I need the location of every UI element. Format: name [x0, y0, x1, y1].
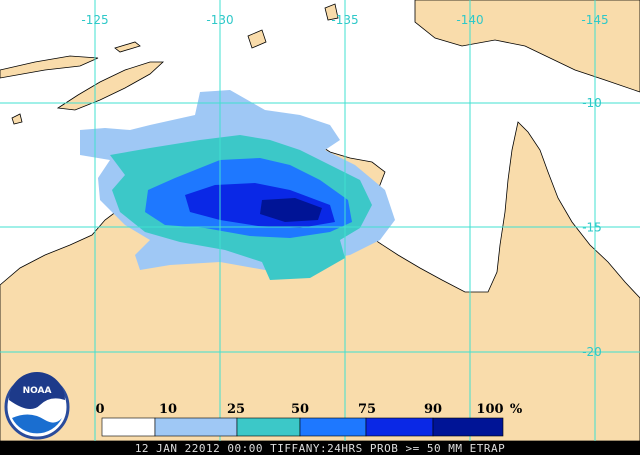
legend-label: 0: [95, 402, 104, 417]
legend-label: 50: [291, 402, 309, 417]
latitude-labels: -10 -15 -20: [582, 96, 602, 359]
longitude-labels: -125 -130 -135 -140 -145: [81, 13, 608, 27]
footer-bar: [0, 441, 640, 455]
noaa-logo: NOAA: [4, 372, 70, 440]
legend-label: 90: [424, 402, 442, 417]
latitude-label: -20: [582, 345, 602, 359]
logo-sky: [9, 372, 65, 409]
graticule: [0, 0, 640, 441]
legend-label: 75: [358, 402, 376, 417]
logo-sea: [12, 414, 62, 434]
longitude-label: -130: [206, 13, 233, 27]
longitude-label: -135: [331, 13, 358, 27]
new-guinea: [414, 0, 640, 93]
legend-swatch: [432, 417, 504, 437]
island: [324, 3, 339, 21]
latitude-label: -15: [582, 221, 602, 235]
legend-swatch: [365, 417, 434, 437]
island: [247, 29, 267, 49]
precip-90: [260, 198, 322, 222]
longitude-label: -140: [456, 13, 483, 27]
legend-label: 25: [227, 402, 245, 417]
islands: [0, 55, 99, 79]
longitude-label: -125: [81, 13, 108, 27]
island: [114, 41, 141, 53]
footer-text: 12 JAN 22012 00:00 TIFFANY:24HRS PROB >=…: [135, 442, 505, 455]
legend-label: 10: [159, 402, 177, 417]
legend-swatch: [101, 417, 156, 437]
legend-unit: %: [510, 402, 523, 417]
legend: 0 10 25 50 75 90 100%: [95, 402, 523, 437]
longitude-label: -145: [581, 13, 608, 27]
legend-label: 100: [476, 402, 503, 417]
logo-text: NOAA: [23, 386, 52, 396]
legend-swatch: [236, 417, 301, 437]
legend-swatch: [154, 417, 238, 437]
precipitation: [80, 90, 395, 280]
latitude-label: -10: [582, 96, 602, 110]
island: [11, 113, 23, 125]
legend-swatch: [299, 417, 367, 437]
